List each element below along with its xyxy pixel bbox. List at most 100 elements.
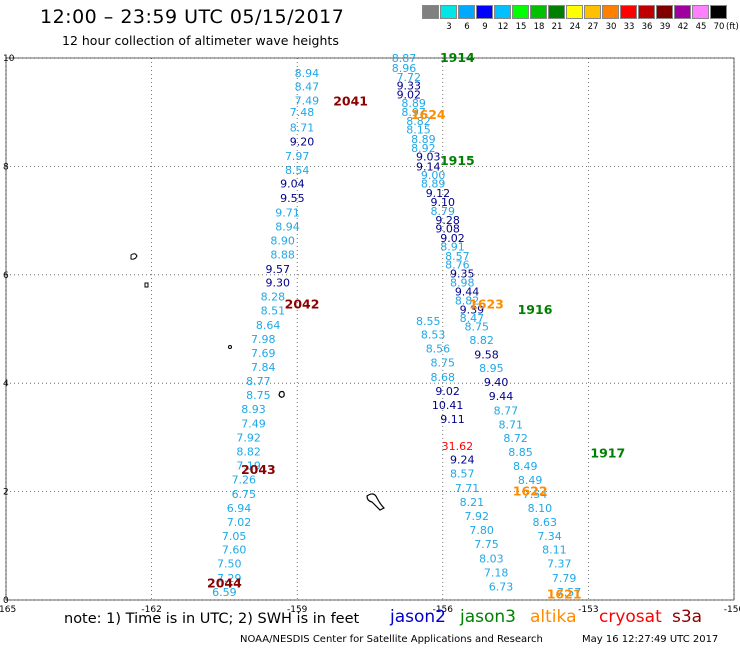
swh-value: 7.92 [236, 431, 261, 444]
island-outline [130, 253, 138, 260]
swh-value: 10.41 [432, 399, 464, 412]
swh-value: 8.49 [513, 460, 538, 473]
swh-value: 9.03 [416, 151, 441, 164]
swh-value: 9.00 [421, 169, 446, 182]
swh-value: 8.96 [392, 62, 417, 75]
island-outline [278, 390, 285, 398]
swh-value: 9.39 [460, 303, 485, 316]
swh-value: 9.02 [397, 88, 422, 101]
time-label: 2044 [207, 576, 242, 591]
x-tick-label: -150 [724, 605, 740, 615]
swh-value: 7.50 [217, 558, 242, 571]
swh-value: 9.20 [290, 135, 315, 148]
swh-value: 9.40 [484, 376, 509, 389]
swh-value: 8.57 [445, 250, 470, 263]
y-tick-label: 0 [3, 596, 9, 606]
swh-value: 7.29 [217, 572, 242, 585]
swh-value: 7.84 [251, 361, 276, 374]
swh-value: 9.10 [431, 196, 456, 209]
legend-label: 15 [515, 22, 527, 32]
swh-value: 8.76 [445, 259, 470, 272]
swh-value: 31.62 [442, 440, 474, 453]
swh-value: 9.71 [275, 206, 300, 219]
legend-swatch [710, 5, 727, 19]
legend-swatch [494, 5, 511, 19]
time-label: 1917 [590, 446, 625, 461]
swh-value: 8.89 [411, 133, 436, 146]
swh-value: 8.90 [270, 235, 295, 248]
time-label: 2041 [333, 93, 368, 108]
legend-swatch [602, 5, 619, 19]
legend-swatch [656, 5, 673, 19]
island-outlines [130, 253, 386, 511]
swh-value: 9.35 [450, 268, 475, 281]
legend-label: 6 [464, 22, 470, 32]
swh-value: 8.47 [295, 81, 320, 94]
legend-swatch [422, 5, 439, 19]
time-label: 1622 [513, 484, 548, 499]
swh-value: 8.47 [460, 312, 485, 325]
swh-value: 6.59 [212, 586, 237, 599]
swh-value: 7.92 [465, 510, 490, 523]
x-tick-label: -165 [0, 605, 16, 615]
swh-value: 8.92 [411, 142, 436, 155]
x-tick-label: -156 [433, 605, 454, 615]
swh-value: 9.24 [450, 454, 475, 467]
satellite-altika: altika [530, 607, 577, 627]
page-title: 12:00 – 23:59 UTC 05/15/2017 [40, 6, 345, 28]
satellite-jason3: jason3 [460, 607, 516, 627]
legend-label: 33 [623, 22, 635, 32]
swh-value: 7.79 [552, 572, 577, 585]
swh-value: 8.93 [241, 403, 266, 416]
satellite-cryosat: cryosat [599, 607, 662, 627]
swh-value: 8.55 [416, 315, 441, 328]
swh-value: 9.12 [426, 187, 451, 200]
swh-value: 7.71 [455, 482, 480, 495]
x-tick-label: -153 [578, 605, 598, 615]
swh-value: 9.57 [266, 263, 291, 276]
swh-value: 8.15 [406, 124, 431, 137]
swh-value: 8.95 [479, 362, 504, 375]
swh-value: 8.94 [275, 221, 300, 234]
map-frame [5, 57, 735, 601]
swh-value: 8.75 [246, 389, 271, 402]
swh-value: 9.28 [435, 214, 460, 227]
swh-value: 8.77 [494, 404, 519, 417]
legend-label: 45 [695, 22, 707, 32]
swh-value: 7.80 [469, 524, 494, 537]
swh-value: 8.71 [498, 418, 523, 431]
swh-value: 8.75 [431, 357, 456, 370]
time-label: 1621 [547, 587, 582, 602]
legend-label: 21 [551, 22, 563, 32]
swh-value: 9.30 [266, 276, 291, 289]
swh-value: 7.60 [222, 544, 247, 557]
swh-value: 8.49 [518, 474, 543, 487]
swh-value: 7.18 [484, 566, 509, 579]
legend-swatch [638, 5, 655, 19]
legend-swatch [692, 5, 709, 19]
swh-value: 8.89 [421, 178, 446, 191]
swh-value: 7.48 [290, 106, 315, 119]
swh-value: 8.77 [246, 375, 271, 388]
swh-value: 9.02 [435, 385, 460, 398]
time-label: 1914 [440, 50, 475, 65]
swh-value: 7.02 [227, 516, 252, 529]
time-label: 1624 [411, 107, 446, 122]
swh-value: 8.79 [431, 205, 456, 218]
swh-value: 8.54 [285, 164, 310, 177]
swh-value: 8.11 [542, 544, 567, 557]
page-subtitle: 12 hour collection of altimeter wave hei… [62, 33, 339, 48]
legend-swatch [584, 5, 601, 19]
swh-value: 7.57 [557, 586, 582, 599]
legend-label: 24 [569, 22, 581, 32]
y-tick-label: 10 [3, 54, 15, 64]
swh-value: 8.72 [503, 432, 528, 445]
swh-value: 7.54 [523, 488, 548, 501]
legend-swatch [440, 5, 457, 19]
x-tick-label: -159 [287, 605, 308, 615]
legend-label: 12 [497, 22, 509, 32]
y-tick-label: 4 [3, 379, 9, 389]
island-outline [228, 345, 232, 349]
swh-value: 7.26 [232, 474, 257, 487]
